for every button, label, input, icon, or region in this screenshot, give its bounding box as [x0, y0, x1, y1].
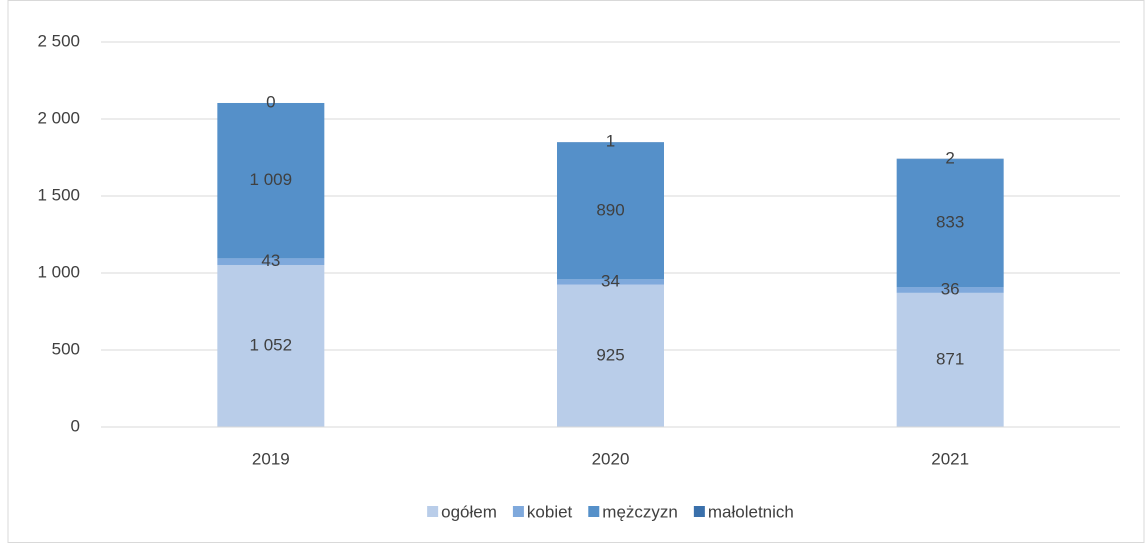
legend-label: mężczyzn — [602, 502, 678, 521]
x-tick-label: 2021 — [931, 449, 969, 468]
data-label: 871 — [936, 349, 964, 368]
bar-segment — [896, 287, 1004, 293]
bar-segment — [896, 292, 1004, 427]
data-label: 1 — [606, 132, 615, 151]
data-label: 43 — [261, 251, 280, 270]
y-tick-label: 1 500 — [37, 185, 80, 204]
data-label: 2 — [945, 148, 954, 167]
bar-segment — [217, 258, 325, 265]
data-label: 34 — [601, 271, 620, 290]
bar-segment — [217, 264, 325, 427]
legend-swatch — [512, 506, 524, 517]
data-label: 36 — [941, 280, 960, 299]
x-tick-label: 2020 — [592, 449, 630, 468]
legend-label: ogółem — [441, 502, 497, 521]
y-tick-label: 1 000 — [37, 262, 80, 281]
y-tick-label: 0 — [71, 416, 80, 435]
data-label: 925 — [596, 345, 624, 364]
y-tick-label: 2 500 — [37, 31, 80, 50]
data-label: 1 009 — [250, 170, 293, 189]
legend-label: małoletnich — [708, 502, 794, 521]
legend-swatch — [588, 506, 600, 517]
legend-label: kobiet — [527, 502, 573, 521]
y-tick-label: 2 000 — [37, 108, 80, 127]
bar-segment — [557, 284, 664, 427]
bar-segment — [557, 279, 664, 285]
x-tick-label: 2019 — [252, 449, 290, 468]
legend-swatch — [427, 506, 439, 517]
data-label: 890 — [596, 200, 624, 219]
y-tick-label: 500 — [52, 339, 80, 358]
legend-swatch — [693, 506, 705, 517]
bar-segment — [557, 142, 664, 280]
data-label: 1 052 — [250, 335, 293, 354]
bar-segment — [217, 102, 325, 259]
data-label: 833 — [936, 213, 964, 232]
bar-segment — [896, 159, 1004, 288]
data-label: 0 — [266, 92, 275, 111]
